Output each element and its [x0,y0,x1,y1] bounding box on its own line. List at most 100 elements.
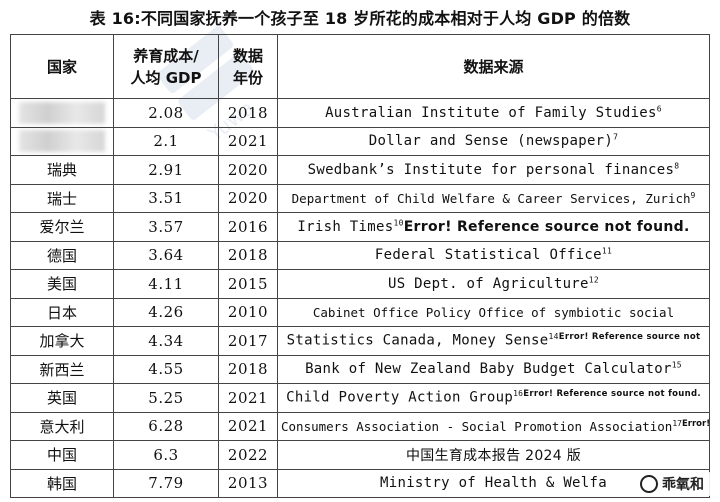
year-cell: 2015 [218,269,278,299]
year-cell: 2018 [218,98,278,128]
source-cell: Bank of New Zealand Baby Budget Calculat… [277,354,710,384]
header-source: 数据来源 [277,34,710,99]
ratio-cell: 3.57 [113,212,219,242]
country-cell: 美国 [10,269,114,299]
year-cell: 2020 [218,155,278,185]
header-year: 数据 年份 [218,34,278,99]
ratio-cell: 4.11 [113,269,219,299]
footnote-ref: 6 [656,104,662,114]
country-name: 美国 [46,275,77,294]
table-row: 日本 4.26 2010 Cabinet Office Policy Office o… [10,297,710,327]
country-cell: 新西兰 [10,354,114,384]
country-name: 爱尔兰 [39,218,85,237]
header-year-line2: 年份 [232,68,263,87]
ratio-cell: 3.51 [113,183,219,213]
table-row: 中国 6.3 2022 中国生育成本报告 2024 版 [10,440,710,470]
country-cell: 韩国 [10,468,114,498]
country-cell: 意大利 [10,411,114,441]
ratio-cell: 6.28 [113,411,219,441]
source-cell: Federal Statistical Office11 [277,240,710,270]
country-cell: 日本 [10,297,114,327]
table-row: 德国 3.64 2018 Federal Statistical Office11 [10,240,710,270]
ratio-cell: 4.34 [113,326,219,356]
footnote-ref: 17 [672,418,682,428]
source-text: Bank of New Zealand Baby Budget Calculat… [305,361,672,378]
source-cell: Consumers Association - Social Promotion… [277,411,710,441]
source-cell: Swedbank’s Institute for personal financ… [277,155,710,185]
header-ratio-line2: 人均 GDP [130,68,202,87]
source-cell: Dollar and Sense (newspaper)7 [277,126,710,156]
country-name: 韩国 [46,474,77,493]
ratio-cell: 4.26 [113,297,219,327]
redacted-country [19,130,105,153]
ratio-cell: 7.79 [113,468,219,498]
country-name: 日本 [46,303,77,322]
source-cell: Australian Institute of Family Studies6 [277,98,710,128]
year-cell: 2020 [218,183,278,213]
redacted-country [19,101,105,124]
year-cell: 2018 [218,240,278,270]
country-cell: 瑞士 [10,183,114,213]
country-cell: 英国 [10,383,114,413]
year-cell: 2022 [218,440,278,470]
source-text: Consumers Association - Social Promotion… [281,418,673,434]
source-cell: Statistics Canada, Money Sense14Error! R… [277,326,710,356]
footnote-ref: 9 [690,190,696,200]
table-row: 加拿大 4.34 2017 Statistics Canada, Money Sens… [10,326,710,356]
source-text: Ministry of Health & Welfa [380,475,607,492]
ratio-cell: 6.3 [113,440,219,470]
year-cell: 2018 [218,354,278,384]
country-name: 德国 [46,246,77,265]
table-row: 韩国 7.79 2013 Ministry of Health & Welfa [10,468,710,498]
year-cell: 2017 [218,326,278,356]
source-cell: Department of Child Welfare & Career Ser… [277,183,710,213]
country-name: 新西兰 [39,360,85,379]
table-row: 2.1 2021 Dollar and Sense (newspaper)7 [10,126,710,156]
header-ratio: 养育成本/ 人均 GDP [113,34,219,99]
footnote-ref: 11 [601,246,613,256]
footnote-ref: 10 [393,218,404,228]
source-text: Australian Institute of Family Studies [325,104,657,121]
footnote-ref: 8 [674,161,680,171]
footnote-ref: 14 [548,332,559,342]
country-name: 英国 [46,389,77,408]
country-cell: 加拿大 [10,326,114,356]
country-name: 中国 [46,446,77,465]
source-text: Statistics Canada, Money Sense [286,333,549,350]
country-cell [10,98,114,128]
cost-ratio-table: 国家 养育成本/ 人均 GDP 数据 年份 数据来源 2.08 2018 Austr… [10,34,710,498]
table-row: 2.08 2018 Australian Institute of Family S… [10,98,710,128]
footnote-ref: 16 [513,389,524,399]
year-cell: 2016 [218,212,278,242]
country-cell: 德国 [10,240,114,270]
footnote-ref: 15 [671,360,682,370]
reference-error: Error! [681,418,710,429]
country-name: 意大利 [39,417,85,436]
reference-error: Error! Reference source not found. [403,218,690,235]
year-cell: 2013 [218,468,278,498]
year-cell: 2010 [218,297,278,327]
source-cell: Irish Times10Error! Reference source not… [277,212,710,242]
table-row: 瑞士 3.51 2020 Department of Child Welfare & … [10,183,710,213]
source-text: Cabinet Office Policy Office of symbioti… [312,304,675,320]
country-name: 瑞士 [46,189,77,208]
source-cell: Cabinet Office Policy Office of symbioti… [277,297,710,327]
table-header-row: 国家 养育成本/ 人均 GDP 数据 年份 数据来源 [10,34,710,99]
ratio-cell: 3.64 [113,240,219,270]
table-row: 英国 5.25 2021 Child Poverty Action Group16Er… [10,383,710,413]
source-text: 中国生育成本报告 2024 版 [405,447,582,464]
country-cell: 中国 [10,440,114,470]
source-text: Irish Times [297,218,394,235]
source-cell: 中国生育成本报告 2024 版 [277,440,710,470]
ratio-cell: 4.55 [113,354,219,384]
year-cell: 2021 [218,383,278,413]
header-country: 国家 [10,34,114,99]
ratio-cell: 2.1 [113,126,219,156]
watermark-badge: 乖氧和 [636,472,712,496]
table-row: 新西兰 4.55 2018 Bank of New Zealand Baby Budg… [10,354,710,384]
year-cell: 2021 [218,126,278,156]
ratio-cell: 2.91 [113,155,219,185]
source-text: Child Poverty Action Group [286,390,514,407]
source-text: Department of Child Welfare & Career Ser… [291,190,691,206]
table-row: 意大利 6.28 2021 Consumers Association - Socia… [10,411,710,441]
